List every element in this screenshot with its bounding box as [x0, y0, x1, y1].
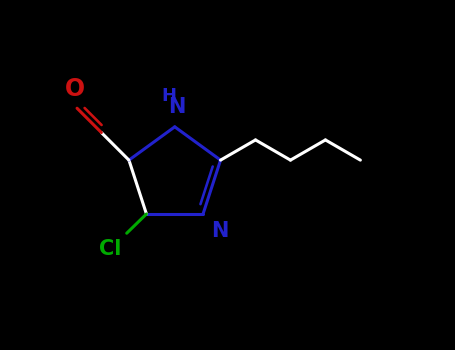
- Text: N: N: [211, 221, 229, 241]
- Text: O: O: [65, 77, 85, 101]
- Text: Cl: Cl: [99, 239, 121, 259]
- Text: H: H: [162, 87, 177, 105]
- Text: N: N: [168, 97, 186, 117]
